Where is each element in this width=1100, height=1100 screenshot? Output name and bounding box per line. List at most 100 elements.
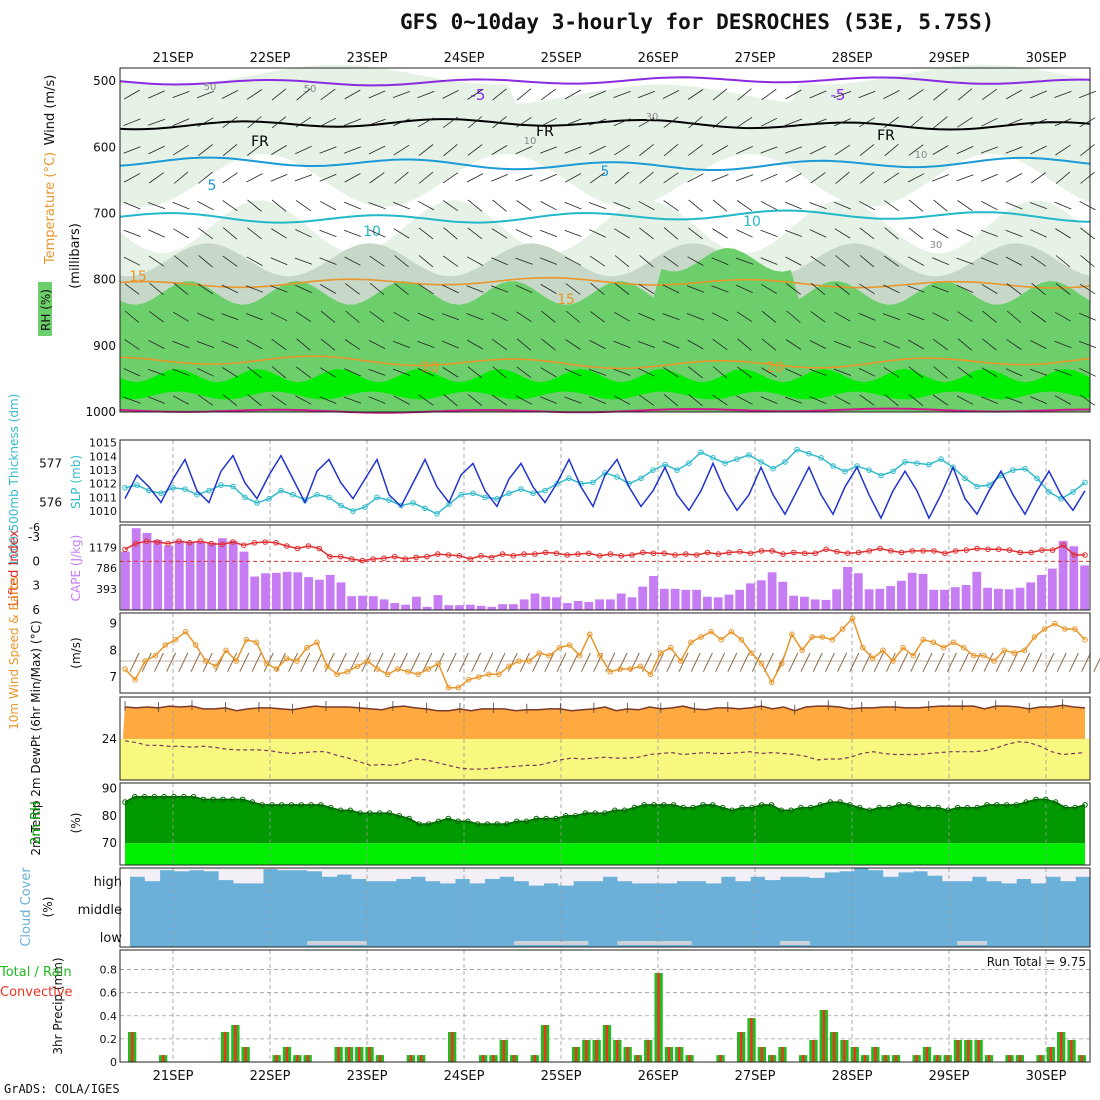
rh2m-line-point bbox=[210, 796, 216, 803]
cape-bar bbox=[444, 605, 454, 610]
wind-barb bbox=[565, 339, 581, 350]
wind-speed-line-point bbox=[839, 626, 846, 632]
precip-conv-bar bbox=[533, 1055, 536, 1062]
wind-barb bbox=[173, 282, 189, 295]
wind-barb bbox=[124, 310, 140, 323]
cape-bar bbox=[659, 588, 669, 611]
precip-conv-bar bbox=[595, 1040, 598, 1062]
wind-barb bbox=[368, 396, 386, 404]
cloud-high-bar bbox=[971, 868, 988, 877]
wind-barb bbox=[1005, 229, 1023, 237]
wind-barb bbox=[834, 201, 851, 210]
wind-barb bbox=[1078, 341, 1097, 348]
precip-conv-bar bbox=[512, 1055, 516, 1062]
wind-barb bbox=[736, 229, 753, 238]
wind-barb bbox=[540, 88, 557, 101]
wind-barb bbox=[678, 652, 689, 672]
wind-barb bbox=[593, 652, 604, 672]
cloud-low-bar bbox=[528, 941, 545, 945]
lifted-index-line-point bbox=[801, 550, 808, 557]
cape-bar bbox=[250, 576, 260, 610]
cape-bar bbox=[573, 601, 583, 610]
cloud-high-bar bbox=[632, 868, 648, 884]
wind-barb bbox=[147, 368, 166, 376]
panel-frame bbox=[119, 949, 1091, 1063]
wind-barb bbox=[172, 91, 190, 98]
contour-label: 15 bbox=[557, 292, 575, 308]
contour-label: 15 bbox=[129, 269, 147, 285]
precip-conv-bar bbox=[234, 1025, 237, 1062]
wind-speed-line-point bbox=[132, 676, 138, 683]
lifted-index-line-point bbox=[316, 545, 323, 552]
wind-barb bbox=[589, 172, 606, 184]
ylabel-rh2m-unit: (%) bbox=[69, 813, 83, 834]
wind-barb bbox=[666, 652, 677, 672]
wind-barb bbox=[123, 368, 141, 377]
wind-barb bbox=[539, 146, 558, 154]
slp-line-point bbox=[806, 450, 812, 457]
rh2m-line-point bbox=[1062, 804, 1069, 811]
thickness-tick-label: 577 bbox=[39, 456, 62, 470]
wind-barb bbox=[686, 313, 705, 321]
wind-barb bbox=[368, 202, 386, 210]
panel-frame bbox=[119, 439, 1091, 523]
wind-barb bbox=[1006, 89, 1022, 100]
wind-barb bbox=[761, 284, 777, 294]
rh2m-area bbox=[125, 796, 1085, 844]
wind-barb bbox=[441, 313, 460, 321]
wind-barb bbox=[981, 257, 998, 265]
cape-bar bbox=[1037, 574, 1046, 610]
wind-speed-line-point bbox=[728, 628, 735, 635]
cloud-low-bar bbox=[617, 941, 633, 945]
rh2m-line-point bbox=[876, 804, 883, 811]
wind-barb bbox=[614, 255, 630, 268]
cape-bar bbox=[961, 585, 971, 610]
wind-barb bbox=[197, 312, 214, 321]
rh2m-line-point bbox=[670, 802, 677, 808]
wind-barb bbox=[809, 229, 827, 238]
precip-conv-bar bbox=[1070, 1040, 1073, 1062]
precip-conv-bar bbox=[1080, 1055, 1084, 1062]
cape-bar bbox=[325, 574, 335, 610]
lifted-index-line-point bbox=[532, 551, 538, 557]
slp-line-point bbox=[866, 467, 872, 473]
rh2m-line-point bbox=[122, 799, 128, 805]
wind-barb bbox=[712, 366, 728, 379]
cape-bar bbox=[616, 593, 626, 610]
precip-conv-bar bbox=[296, 1055, 299, 1062]
wind-barb bbox=[491, 312, 508, 322]
wind-barb bbox=[515, 284, 533, 293]
cape-lifted-panel: -3 0 3 6 -6 1179 786 393 bbox=[28, 521, 1090, 617]
slp-line-point bbox=[326, 494, 332, 501]
wind-barb bbox=[294, 174, 313, 182]
lifted-index-line-point bbox=[122, 546, 128, 553]
wind-barb bbox=[810, 255, 826, 267]
wind-barb bbox=[270, 312, 288, 322]
wind-barb bbox=[172, 311, 190, 322]
rh2m-line-point bbox=[974, 804, 981, 811]
wind-barb bbox=[884, 394, 899, 407]
wind-speed-line-point bbox=[809, 634, 816, 640]
lifted-index-line-point bbox=[909, 548, 916, 554]
cloud-high-bar bbox=[307, 868, 323, 872]
wind-speed-line-point bbox=[425, 666, 432, 672]
wind-speed-line-point bbox=[324, 663, 330, 670]
wind-barb bbox=[319, 257, 337, 265]
wind-speed-line-point bbox=[799, 647, 805, 654]
wind-barb bbox=[1007, 652, 1018, 672]
rh2m-line-point bbox=[465, 818, 471, 825]
wind-barb bbox=[466, 313, 484, 321]
slp-tick-label: 1011 bbox=[89, 491, 117, 504]
precip-conv-bar bbox=[285, 1047, 289, 1062]
slp-line-point bbox=[230, 483, 236, 490]
wind-barb bbox=[418, 255, 434, 268]
rh2m-line-point bbox=[543, 815, 550, 822]
wind-speed-line-point bbox=[374, 666, 381, 672]
lifted-index-line-point bbox=[143, 538, 150, 545]
wind-barb bbox=[467, 339, 483, 350]
cloud-high-bar bbox=[425, 868, 441, 882]
precip-tick-label: 0.4 bbox=[100, 1010, 118, 1023]
wind-speed-line-point bbox=[536, 650, 543, 656]
wind-barb bbox=[654, 652, 665, 672]
panel-frame bbox=[119, 782, 1091, 866]
